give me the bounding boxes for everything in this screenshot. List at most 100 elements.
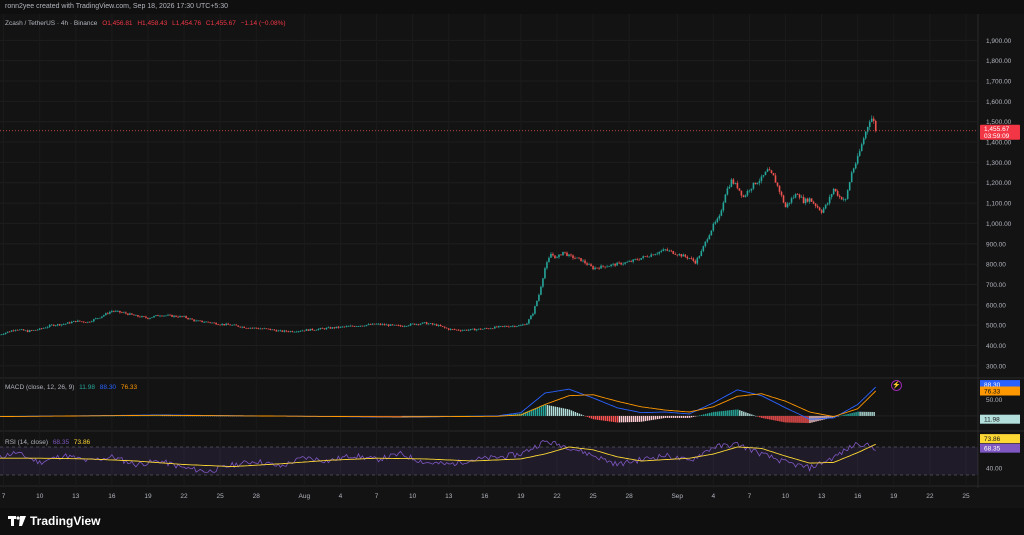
candle-body — [377, 323, 380, 325]
candle-body — [411, 323, 414, 325]
macd-histogram-bar — [781, 415, 783, 422]
candle-body — [259, 328, 262, 330]
candle-body — [764, 171, 767, 176]
candle-body — [4, 332, 7, 334]
candle-body — [337, 326, 340, 328]
candle-body — [209, 322, 211, 323]
candle-body — [133, 314, 135, 316]
candle-body — [54, 325, 57, 327]
macd-histogram-bar — [432, 415, 434, 417]
candle-body — [285, 330, 288, 332]
time-tick-label: 28 — [253, 493, 261, 500]
time-tick-label: 13 — [445, 493, 453, 500]
macd-histogram-bar — [855, 412, 857, 416]
macd-histogram-bar — [630, 415, 633, 423]
candle-body — [121, 312, 123, 314]
macd-histogram-bar — [368, 415, 370, 417]
candle-body — [700, 251, 703, 257]
chart-frame[interactable]: 300.00 400.00 500.00 600.00 700.00 800.00 900.… — [0, 14, 1024, 508]
candle-body — [800, 196, 803, 198]
macd-histogram-bar — [532, 408, 535, 416]
macd-histogram-bar — [705, 413, 707, 416]
grid — [0, 14, 1024, 488]
candle-body — [359, 325, 362, 327]
rsi-value: 68.35 — [52, 439, 70, 446]
candle-body — [137, 315, 139, 317]
candle-body — [504, 326, 506, 327]
rsi-ma-axis-value: 73.86 — [984, 436, 1001, 443]
candle-body — [431, 323, 434, 325]
candle-body — [405, 326, 408, 327]
candle-body — [796, 194, 799, 195]
candle-body — [403, 326, 406, 327]
rsi-line — [0, 440, 876, 473]
macd-histogram-bar — [568, 409, 571, 416]
candle-body — [554, 255, 556, 258]
candle-body — [776, 182, 779, 186]
candle-body — [564, 251, 566, 253]
candle-body — [634, 259, 636, 260]
candle-body — [179, 316, 181, 318]
candle-body — [572, 255, 574, 259]
macd-histogram-bar — [161, 415, 164, 417]
candle-body — [738, 188, 741, 191]
candle-body — [441, 326, 444, 327]
macd-histogram-bar — [741, 410, 743, 416]
candle-body — [249, 327, 252, 329]
macd-histogram-bar — [598, 415, 601, 421]
candle-body — [261, 328, 264, 330]
price-tick-label: 1,200.00 — [986, 180, 1012, 187]
tradingview-logo[interactable]: TradingView — [8, 514, 100, 528]
macd-histogram-bar — [139, 415, 142, 417]
macd-histogram-bar — [410, 415, 412, 417]
candle-body — [546, 262, 548, 269]
candle-body — [85, 322, 87, 323]
macd-histogram-bar — [727, 410, 729, 416]
price-tick-label: 1,800.00 — [986, 58, 1012, 65]
candle-body — [93, 319, 95, 322]
macd-histogram-bar — [528, 410, 530, 416]
candle-body — [646, 256, 648, 258]
macd-histogram-bar — [745, 412, 747, 416]
candle-body — [22, 329, 25, 331]
macd-histogram-bar — [584, 415, 587, 417]
candle-body — [56, 324, 59, 326]
macd-histogram-bar — [865, 411, 867, 416]
lightning-event-icon[interactable]: ⚡ — [891, 380, 902, 391]
macd-histogram-bar — [658, 415, 661, 419]
candle-body — [624, 262, 626, 264]
macd-histogram-bar — [829, 415, 831, 419]
macd-histogram-bar — [169, 415, 172, 417]
candle-body — [255, 327, 258, 329]
macd-histogram-bar — [721, 411, 723, 416]
candle-body — [215, 322, 217, 325]
candle-body — [76, 320, 79, 322]
macd-histogram-bar — [873, 411, 875, 416]
ohlc-low: L1,454.76 — [172, 20, 202, 27]
candle-body — [818, 207, 821, 211]
macd-histogram-bar — [574, 412, 577, 416]
candle-body — [407, 325, 410, 327]
candle-body — [702, 246, 705, 252]
candle-body — [189, 318, 191, 320]
candle-body — [828, 197, 831, 204]
chart-canvas[interactable]: 300.00 400.00 500.00 600.00 700.00 800.00 900.… — [0, 14, 1024, 508]
macd-histogram-bar — [697, 415, 699, 417]
macd-signal-line — [0, 390, 877, 418]
macd-histogram-bar — [141, 415, 144, 417]
candle-body — [339, 326, 342, 328]
candle-body — [233, 324, 235, 326]
macd-histogram-bar — [767, 415, 769, 420]
candle-body — [241, 326, 243, 328]
candle-body — [524, 324, 526, 326]
candle-body — [459, 330, 462, 332]
macd-histogram-bar — [175, 415, 178, 417]
candle-body — [223, 323, 225, 326]
candle-body — [618, 262, 620, 264]
candle-body — [317, 328, 320, 330]
macd-histogram-bar — [715, 411, 717, 416]
candle-body — [766, 169, 769, 172]
hist-axis-badge — [980, 414, 1020, 424]
macd-histogram-bar — [634, 415, 637, 422]
candle-body — [119, 310, 121, 313]
